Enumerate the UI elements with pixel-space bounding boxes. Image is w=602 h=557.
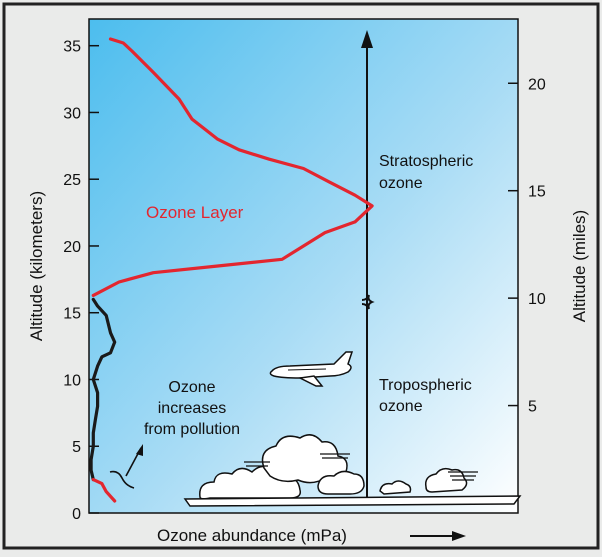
pollution-label-line3: from pollution	[144, 421, 240, 438]
left-tick-label-25: 25	[63, 172, 81, 189]
right-tick-label-20: 20	[528, 76, 546, 93]
left-tick-label-0: 0	[72, 506, 81, 523]
left-tick-label-15: 15	[63, 306, 81, 323]
tropospheric-label-line1: Tropospheric	[379, 377, 472, 394]
stratospheric-label-line1: Stratospheric	[379, 153, 473, 170]
x-axis-title: Ozone abundance (mPa)	[157, 526, 347, 545]
left-tick-label-5: 5	[72, 439, 81, 456]
x-axis-arrow	[410, 531, 466, 541]
right-tick-label-5: 5	[528, 399, 537, 416]
stratospheric-label-line2: ozone	[379, 175, 423, 192]
plot-panel	[88, 18, 519, 514]
right-axis-title: Altitude (miles)	[570, 210, 589, 322]
airplane-icon	[269, 351, 354, 387]
series-line-0	[91, 37, 374, 297]
left-tick-label-10: 10	[63, 372, 81, 389]
pollution-label-line1: Ozone	[168, 379, 215, 396]
left-tick-label-20: 20	[63, 239, 81, 256]
right-axis-ticks: 5 10 15 20	[508, 76, 546, 416]
left-tick-label-35: 35	[63, 39, 81, 56]
pollution-pointer	[109, 444, 143, 489]
pollution-label-line2: increases	[158, 400, 226, 417]
left-tick-label-30: 30	[63, 105, 81, 122]
left-axis-ticks: 0 5 10 15 20 25 30 35	[63, 39, 99, 523]
right-tick-label-10: 10	[528, 291, 546, 308]
tropospheric-label-line2: ozone	[379, 398, 423, 415]
right-tick-label-15: 15	[528, 184, 546, 201]
ozone-profile-curves	[89, 37, 374, 503]
layer-divider-arrow	[361, 30, 375, 498]
series-line-2	[91, 478, 117, 503]
ozone-layer-label: Ozone Layer	[146, 203, 244, 222]
clouds	[183, 434, 522, 507]
wind-lines	[244, 453, 478, 481]
series-line-1	[89, 297, 117, 482]
left-axis-title: Altitude (kilometers)	[27, 191, 46, 341]
